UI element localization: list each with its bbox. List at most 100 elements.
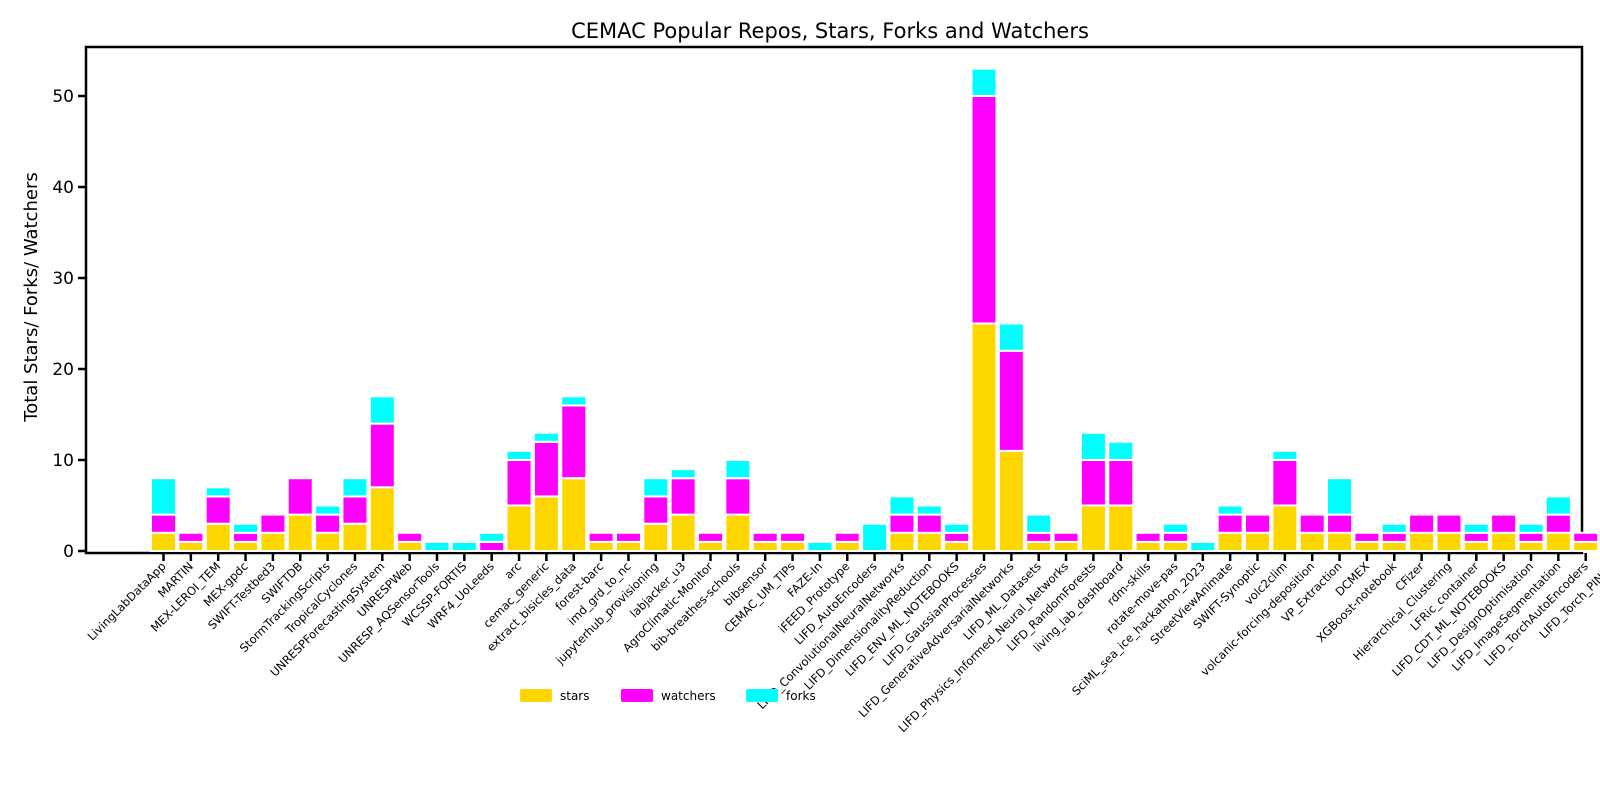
bar-stars [314, 531, 342, 552]
bar-forks [560, 395, 588, 407]
bar-watchers [341, 495, 369, 525]
bar-watchers [1107, 459, 1135, 507]
chart-title: CEMAC Popular Repos, Stars, Forks and Wa… [571, 19, 1089, 43]
bar-stars [997, 449, 1025, 552]
plot-frame [84, 45, 1584, 555]
bar-watchers [1298, 513, 1326, 534]
bar-watchers [150, 513, 177, 534]
bar-stars [642, 522, 670, 553]
bar-watchers [642, 495, 670, 525]
y-axis-label: Total Stars/ Forks/ Watchers [21, 172, 42, 422]
bar-stars [724, 513, 752, 552]
legend-label-watchers: watchers [661, 689, 716, 703]
bar-watchers [532, 440, 560, 498]
y-tick-label: 50 [52, 87, 74, 107]
bar-stars [1216, 531, 1244, 552]
bar-watchers [368, 422, 396, 489]
bar-watchers [1244, 513, 1271, 534]
bar-forks [423, 540, 451, 553]
bar-stars [697, 540, 724, 553]
bar-watchers [259, 513, 287, 534]
bar-stars [888, 531, 916, 552]
legend-swatch-watchers [621, 689, 653, 702]
bar-stars [177, 540, 205, 553]
bar-watchers [1353, 531, 1381, 543]
bar-forks [1079, 431, 1107, 462]
bar-stars [1025, 540, 1053, 553]
bar-stars [915, 531, 943, 552]
bar-stars [1052, 540, 1080, 553]
y-tick-label: 40 [52, 178, 74, 198]
bar-forks [450, 540, 478, 553]
bar-watchers [915, 513, 943, 534]
bar-forks [970, 67, 998, 97]
bar-forks [1326, 477, 1354, 516]
bar-stars [1517, 540, 1545, 553]
bar-watchers [751, 531, 779, 543]
bar-stars [751, 540, 779, 553]
bar-watchers [943, 531, 971, 543]
bar-stars [505, 504, 533, 552]
bar-forks [1517, 522, 1545, 534]
bar-stars [943, 540, 971, 553]
bar-watchers [833, 531, 861, 543]
bar-watchers [204, 495, 232, 525]
bar-stars [286, 513, 314, 552]
bar-stars [232, 540, 260, 553]
bar-forks [943, 522, 971, 534]
bar-forks [150, 477, 177, 516]
bar-stars [1107, 504, 1135, 552]
bar-forks [1189, 540, 1217, 553]
bar-stars [1490, 531, 1518, 552]
bar-watchers [286, 477, 314, 516]
bar-watchers [779, 531, 807, 543]
bar-stars [1353, 540, 1381, 553]
bar-forks [1462, 522, 1490, 534]
bar-stars [150, 531, 177, 552]
bar-watchers [1462, 531, 1490, 543]
bar-forks [724, 459, 752, 480]
bar-forks [232, 522, 260, 534]
bar-watchers [1271, 459, 1299, 507]
bar-stars [1380, 540, 1408, 553]
bar-forks [1025, 513, 1053, 534]
x-tick-label: arc [502, 559, 525, 582]
bar-watchers [560, 404, 588, 480]
bar-forks [888, 495, 916, 516]
bar-stars [341, 522, 369, 553]
y-tick-label: 0 [63, 542, 74, 562]
bar-watchers [724, 477, 752, 516]
bar-forks [314, 504, 342, 516]
x-axis: LivingLabDataAppMARTINMEX-LEROI_TEMMEX-g… [85, 553, 1600, 735]
bar-watchers [1216, 513, 1244, 534]
bar-forks [642, 477, 670, 498]
bar-stars [396, 540, 424, 553]
bar-watchers [587, 531, 615, 543]
bar-forks [1107, 440, 1135, 461]
bar-watchers [478, 540, 506, 553]
bar-forks [1544, 495, 1572, 516]
bar-forks [1380, 522, 1408, 534]
bar-stars [833, 540, 861, 553]
bar-stars [532, 495, 560, 552]
bar-watchers [396, 531, 424, 543]
bars [150, 67, 1600, 553]
bar-stars [1435, 531, 1463, 552]
bar-forks [1161, 522, 1189, 534]
bar-stars [970, 322, 998, 552]
bar-stars [1134, 540, 1162, 553]
bar-watchers [669, 477, 697, 516]
bar-stars [1462, 540, 1490, 553]
bar-watchers [1079, 459, 1107, 507]
bar-stars [1161, 540, 1189, 553]
bar-watchers [1490, 513, 1518, 534]
bar-watchers [1517, 531, 1545, 543]
bar-stars [614, 540, 642, 553]
bar-watchers [614, 531, 642, 543]
y-axis: 0 10 20 30 40 50 [52, 87, 86, 562]
bar-forks [341, 477, 369, 498]
legend-label-forks: forks [786, 689, 816, 703]
bar-watchers [177, 531, 205, 543]
bar-watchers [1544, 513, 1572, 534]
